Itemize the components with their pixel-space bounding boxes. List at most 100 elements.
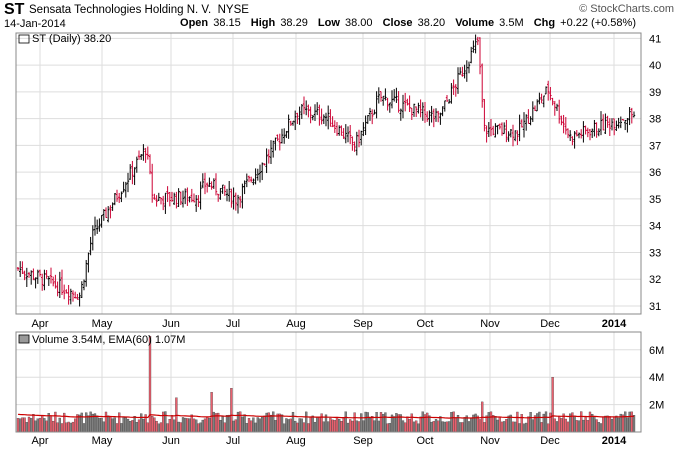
volume-bar [401, 420, 405, 433]
volume-bar [371, 416, 374, 433]
low-value: 38.00 [344, 17, 373, 29]
ohlc-bar [527, 109, 530, 124]
ohlc-bar [25, 267, 28, 287]
change-value: +0.22 (+0.58%) [560, 17, 636, 29]
ohlc-bar [296, 112, 299, 124]
ohlc-bar [500, 122, 504, 136]
volume-bar [131, 420, 134, 433]
ohlc-bar [258, 164, 262, 183]
month-label-top: Oct [416, 318, 433, 330]
ohlc-bar [461, 66, 464, 77]
ohlc-bar [287, 114, 290, 139]
ohlc-bar [441, 106, 444, 117]
ohlc-bar [184, 188, 187, 205]
ohlc-bar [410, 107, 413, 120]
ohlc-bar [289, 120, 292, 126]
stockcharts-logo[interactable]: © StockCharts.com [579, 3, 674, 15]
price-legend-text: ST (Daily) 38.20 [32, 33, 111, 45]
volume-bar [311, 415, 314, 433]
volume-legend-text: Volume 3.54M, EMA(60) 1.07M [32, 334, 185, 346]
price-grid [16, 33, 641, 314]
month-label-bottom: May [92, 435, 113, 447]
ohlc-bar [272, 140, 275, 158]
volume-bar [188, 418, 191, 433]
volume-bar [168, 419, 171, 433]
ohlc-bar [164, 192, 167, 214]
ohlc-bar [56, 281, 59, 297]
ohlc-bar [621, 118, 625, 121]
month-label-bottom: Oct [416, 435, 433, 447]
ohlc-bar [129, 164, 132, 180]
volume-bar [241, 416, 244, 433]
ohlc-bar [177, 188, 180, 207]
volume-bar [485, 415, 488, 433]
volume-bar [186, 418, 189, 433]
volume-bar [173, 419, 176, 433]
volume-bar [452, 411, 455, 433]
month-label-top: Jul [226, 318, 240, 330]
ohlc-bar [195, 195, 198, 212]
volume-bar [630, 411, 633, 433]
ohlc-bar [388, 102, 391, 113]
volume-bar [41, 415, 44, 433]
ohlc-bar [219, 188, 222, 200]
volume-ema-line [17, 413, 634, 419]
ohlc-bar [159, 197, 163, 205]
volume-bar [34, 420, 37, 433]
ohlc-bar [357, 129, 361, 148]
price-tick-label: 40 [649, 60, 661, 72]
volume-bar [250, 420, 253, 433]
ohlc-bar [362, 122, 365, 136]
ohlc-bar [628, 107, 631, 126]
ohlc-bar [67, 284, 70, 305]
volume-bar [142, 418, 145, 433]
ohlc-bar [591, 128, 594, 139]
volume-bar [256, 417, 259, 433]
ohlc-bar [36, 269, 39, 284]
volume-bar [126, 418, 130, 433]
volume-bar [463, 417, 466, 433]
volume-bar [632, 415, 636, 433]
volume-bar [478, 419, 482, 433]
ohlc-bar [16, 267, 20, 271]
close-value: 38.20 [417, 17, 446, 29]
volume-bar [375, 412, 378, 433]
ohlc-bar [467, 61, 471, 74]
ohlc-bar [617, 117, 620, 129]
ohlc-bar [142, 144, 145, 161]
volume-bars [16, 335, 636, 433]
volume-bar [558, 416, 561, 433]
month-label-bottom: Jun [162, 435, 180, 447]
ohlc-bar [404, 92, 407, 112]
volume-bar [316, 416, 319, 433]
ohlc-bar [586, 127, 589, 138]
ohlc-bar [562, 114, 565, 134]
volume-bar [610, 418, 614, 433]
ohlc-bar [173, 192, 176, 205]
ohlc-bar [115, 189, 119, 202]
volume-bar [531, 419, 534, 433]
ohlc-bar [511, 124, 515, 147]
ohlc-bar [307, 104, 310, 118]
ohlc-bar [544, 86, 548, 95]
ohlc-bar [505, 119, 508, 143]
volume-bar [505, 419, 508, 433]
ohlc-bar [355, 131, 358, 156]
ohlc-bar [335, 121, 339, 137]
volume-bar [113, 417, 116, 433]
volume-bar [351, 420, 354, 433]
ohlc-bar [507, 131, 510, 142]
ticker-symbol: ST [4, 1, 25, 18]
volume-bar [157, 423, 160, 433]
volume-bar [342, 417, 345, 433]
volume-bar [415, 420, 418, 433]
month-label-top: Apr [31, 318, 48, 330]
volume-bar [608, 416, 611, 433]
ohlc-bar [87, 252, 90, 273]
ohlc-bar [291, 120, 295, 126]
chart-header: ST Sensata Technologies Holding N. V. NY… [0, 0, 680, 32]
volume-bar [626, 417, 629, 433]
ohlc-bar [377, 87, 380, 104]
ohlc-bar [311, 115, 314, 121]
volume-label: Volume [455, 17, 495, 29]
